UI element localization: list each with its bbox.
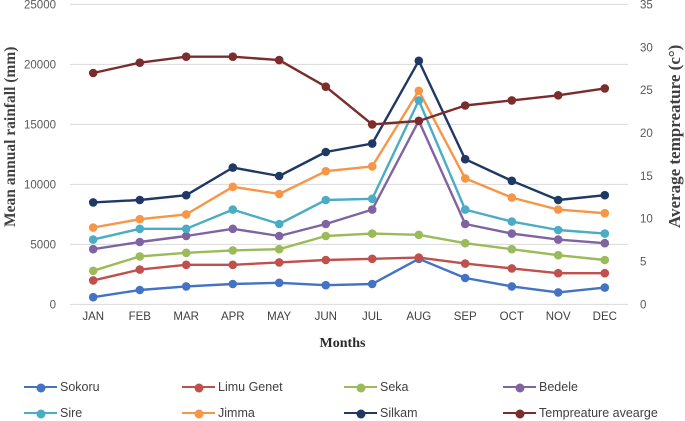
svg-text:SEP: SEP (454, 311, 477, 323)
svg-text:JAN: JAN (82, 311, 104, 323)
svg-text:25: 25 (640, 85, 653, 97)
svg-text:5000: 5000 (30, 240, 56, 252)
svg-text:0: 0 (50, 300, 56, 312)
svg-text:NOV: NOV (546, 311, 571, 323)
svg-text:35: 35 (640, 0, 653, 12)
svg-text:MAY: MAY (267, 311, 291, 323)
svg-text:25000: 25000 (24, 0, 56, 12)
svg-text:OCT: OCT (500, 311, 524, 323)
svg-text:JUN: JUN (315, 311, 337, 323)
svg-text:AUG: AUG (406, 311, 431, 323)
svg-text:30: 30 (640, 42, 653, 54)
svg-text:APR: APR (221, 311, 245, 323)
svg-text:MAR: MAR (173, 311, 199, 323)
svg-text:20: 20 (640, 128, 653, 140)
svg-text:15000: 15000 (24, 120, 56, 132)
svg-text:20000: 20000 (24, 60, 56, 72)
svg-text:10: 10 (640, 214, 653, 226)
svg-text:10000: 10000 (24, 180, 56, 192)
svg-text:15: 15 (640, 171, 653, 183)
svg-text:0: 0 (640, 300, 646, 312)
svg-text:5: 5 (640, 257, 646, 269)
svg-text:DEC: DEC (593, 311, 617, 323)
svg-text:JUL: JUL (362, 311, 383, 323)
svg-text:FEB: FEB (129, 311, 152, 323)
